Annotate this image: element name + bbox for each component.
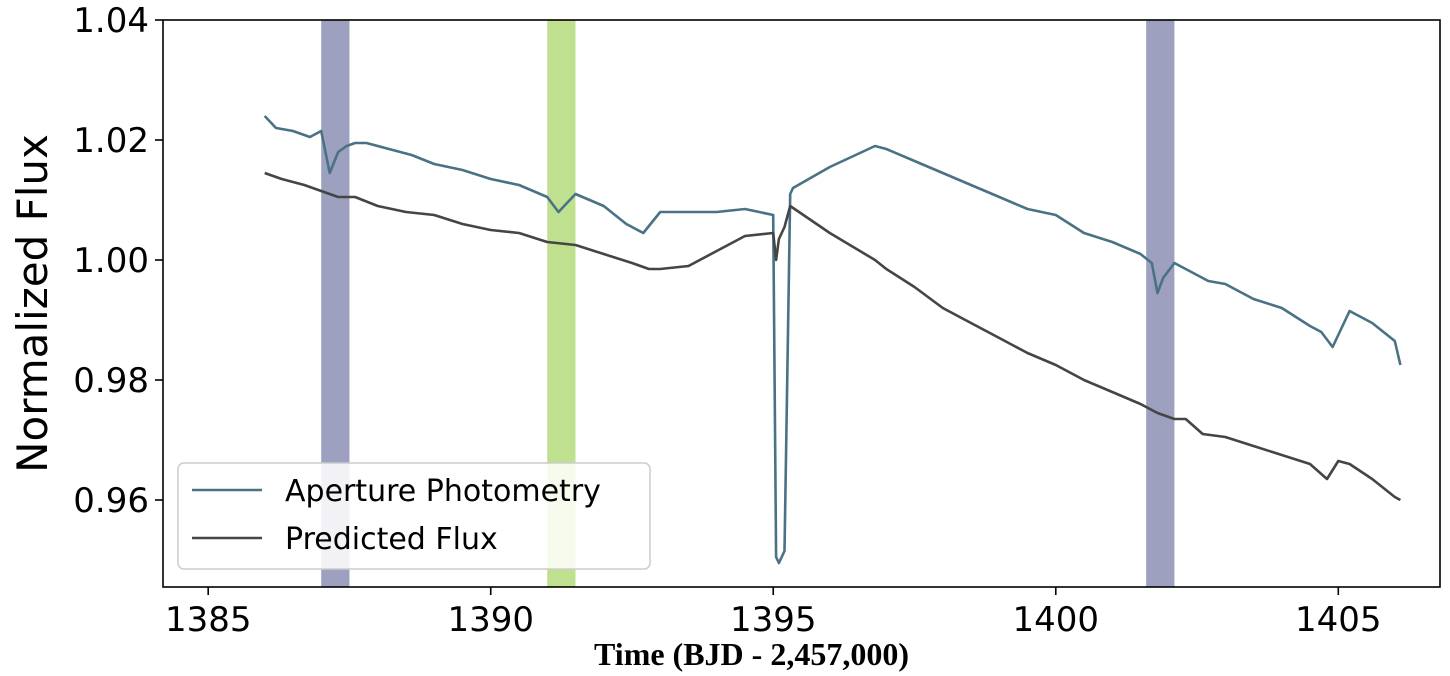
legend-entry: Aperture Photometry (285, 474, 601, 509)
legend: Aperture Photometry Predicted Flux (177, 462, 651, 570)
y-tick-label: 1.02 (73, 121, 149, 161)
y-tick-label: 0.98 (73, 361, 149, 401)
legend-entry: Predicted Flux (285, 522, 498, 557)
shaded-regions (321, 20, 1175, 587)
x-tick-label: 1395 (730, 600, 817, 640)
y-tick-label: 0.96 (73, 481, 149, 521)
series-lines (263, 115, 1402, 565)
x-axis: 1385 1390 1395 1400 1405 (165, 587, 1382, 640)
legend-box (177, 462, 651, 570)
x-tick-label: 1390 (447, 600, 534, 640)
plot-frame (162, 19, 1441, 588)
x-axis-label: Time (BJD - 2,457,000) (594, 636, 909, 672)
shaded-region-3 (1146, 20, 1175, 587)
series-line-1 (263, 115, 1402, 565)
y-tick-label: 1.00 (73, 241, 149, 281)
y-axis-label: Normalized Flux (8, 134, 57, 473)
x-tick-label: 1405 (1295, 600, 1382, 640)
series-line-2 (264, 171, 1402, 502)
y-axis: 0.96 0.98 1.00 1.02 1.04 (73, 1, 163, 521)
y-tick-label: 1.04 (73, 1, 149, 41)
x-tick-label: 1385 (165, 600, 252, 640)
x-tick-label: 1400 (1013, 600, 1100, 640)
